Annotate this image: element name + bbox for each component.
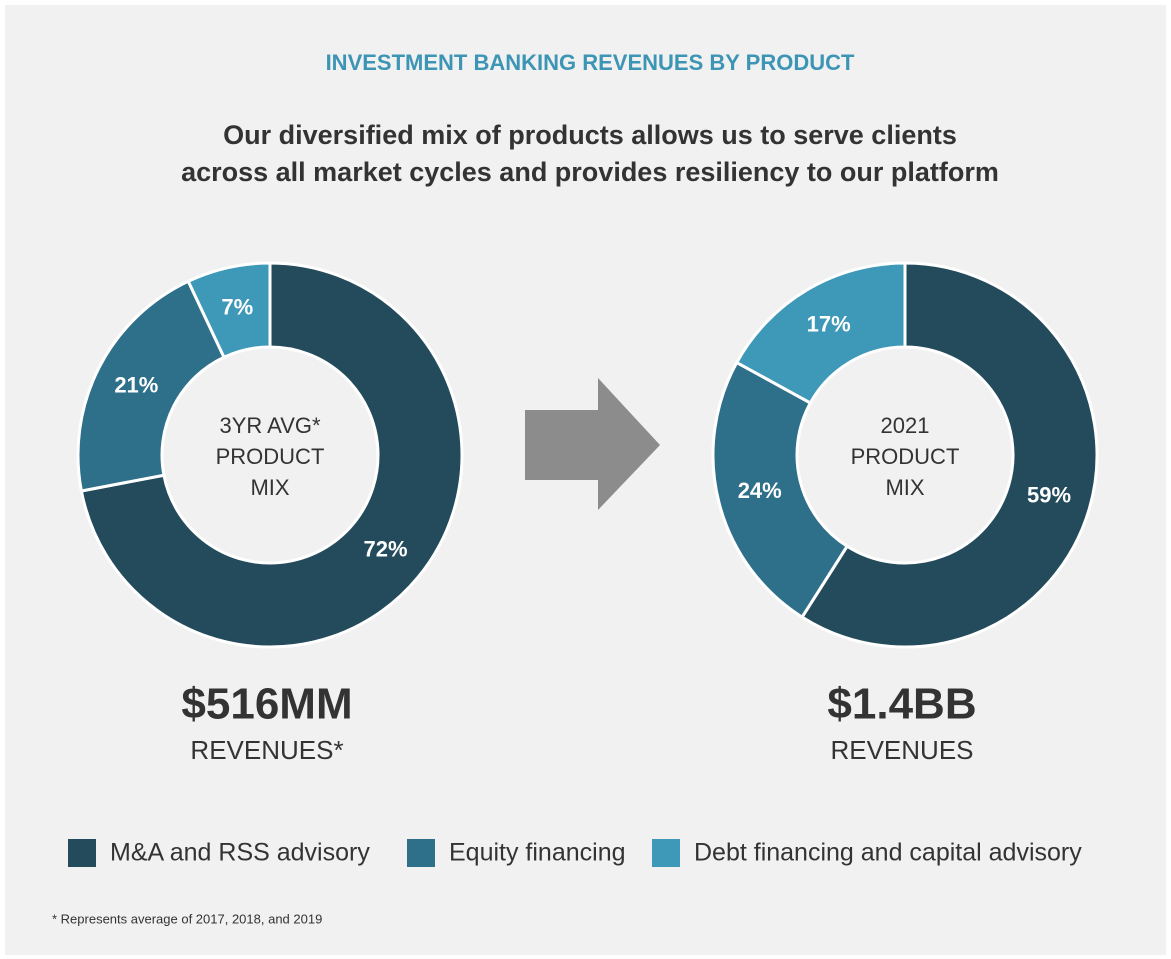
- slice-label: 59%: [1027, 483, 1071, 508]
- total: $1.4BB: [827, 680, 976, 729]
- legend-swatch: [407, 839, 435, 867]
- legend-swatch: [652, 839, 680, 867]
- donut-slice: [800, 261, 1099, 649]
- donut-slice: [734, 261, 907, 406]
- legend-label: M&A and RSS advisory: [110, 839, 370, 867]
- center-label: PRODUCT: [216, 444, 325, 469]
- legend-label: Equity financing: [449, 839, 626, 867]
- center-label: MIX: [250, 475, 289, 500]
- donut-slice: [186, 261, 272, 360]
- donut-slice: [79, 261, 464, 649]
- slice-label: 7%: [221, 294, 253, 319]
- total: $516MM: [181, 680, 352, 729]
- donut-slice: [76, 279, 227, 493]
- legend-label: Debt financing and capital advisory: [694, 839, 1082, 867]
- center-label: 3YR AVG*: [219, 413, 321, 438]
- subtitle: across all market cycles and provides re…: [181, 157, 999, 187]
- arrow: [525, 378, 660, 510]
- slice-label: 24%: [738, 478, 782, 503]
- center-label: MIX: [885, 475, 924, 500]
- title: INVESTMENT BANKING REVENUES BY PRODUCT: [326, 50, 855, 75]
- center-label: PRODUCT: [851, 444, 960, 469]
- subtitle: Our diversified mix of products allows u…: [223, 120, 957, 150]
- legend-swatch: [68, 839, 96, 867]
- total-label: REVENUES*: [190, 735, 343, 765]
- slice-label: 17%: [807, 312, 851, 337]
- donut-slice: [711, 360, 850, 620]
- slice-label: 72%: [364, 536, 408, 561]
- total-label: REVENUES: [830, 735, 973, 765]
- slice-label: 21%: [114, 373, 158, 398]
- footnote: * Represents average of 2017, 2018, and …: [52, 911, 322, 926]
- center-label: 2021: [881, 413, 930, 438]
